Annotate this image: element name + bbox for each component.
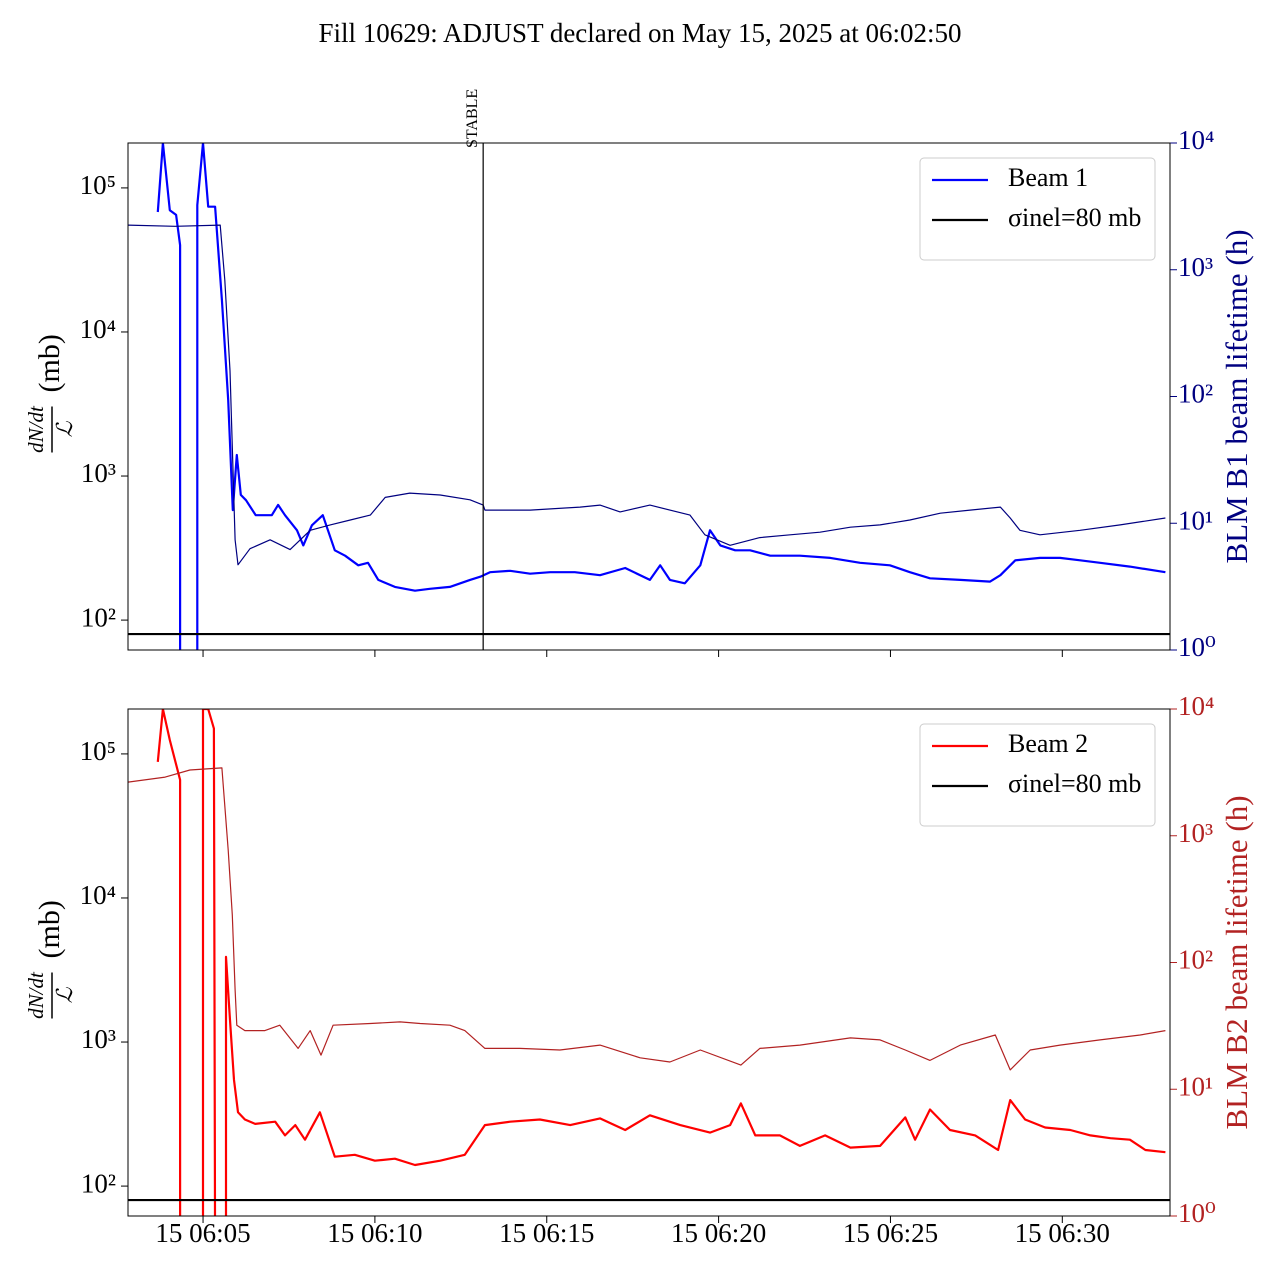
- legend-label: Beam 2: [1008, 729, 1088, 758]
- y-tick-label: 10²: [81, 602, 116, 632]
- y2-tick-label: 10³: [1178, 818, 1213, 848]
- y-tick-label: 10³: [81, 1024, 116, 1054]
- y-tick-label: 10²: [81, 1168, 116, 1198]
- legend-box: [919, 723, 1156, 827]
- y2-tick-label: 10¹: [1178, 1071, 1213, 1101]
- y2-label: BLM B2 beam lifetime (h): [1219, 795, 1254, 1129]
- figure-title: Fill 10629: ADJUST declared on May 15, 2…: [319, 18, 962, 48]
- x-tick-label: 15 06:25: [843, 1218, 938, 1248]
- y-label: dN/dt ℒ (mb): [24, 900, 77, 1019]
- axes-frame: [127, 142, 1171, 651]
- y2-tick-label: 10⁰: [1178, 1198, 1216, 1228]
- y-tick-label: 10³: [81, 458, 116, 488]
- y2-tick-label: 10²: [1178, 379, 1213, 409]
- annotation-label: STABLE: [464, 89, 481, 148]
- y2-tick-label: 10⁴: [1178, 125, 1214, 155]
- y2-tick-label: 10²: [1178, 945, 1213, 975]
- legend-label: σinel=80 mb: [1008, 769, 1141, 798]
- y2-tick-label: 10⁴: [1178, 691, 1214, 721]
- x-tick-label: 15 06:30: [1015, 1218, 1110, 1248]
- beam-line: [156, 143, 1166, 650]
- y-tick-label: 10⁴: [80, 880, 116, 910]
- y-tick-label: 10⁵: [80, 170, 116, 200]
- y2-tick-label: 10⁰: [1178, 632, 1216, 662]
- y-label-unit: (mb): [33, 900, 66, 958]
- y-label: dN/dt ℒ (mb): [24, 334, 77, 453]
- y2-label: BLM B1 beam lifetime (h): [1219, 229, 1254, 563]
- x-tick-label: 15 06:10: [327, 1218, 422, 1248]
- y-tick-label: 10⁴: [80, 314, 116, 344]
- y-label-unit: (mb): [33, 334, 66, 392]
- y-label-denominator: ℒ: [52, 986, 77, 1003]
- legend-label: Beam 1: [1008, 163, 1088, 192]
- y-label-numerator: dN/dt: [24, 971, 48, 1019]
- plot-area: [128, 143, 1170, 650]
- y2-tick-label: 10¹: [1178, 505, 1213, 535]
- y-label-denominator: ℒ: [52, 420, 77, 437]
- y-tick-label: 10⁵: [80, 736, 116, 766]
- legend-label: σinel=80 mb: [1008, 203, 1141, 232]
- y-label-numerator: dN/dt: [24, 405, 48, 453]
- y2-tick-label: 10³: [1178, 252, 1213, 282]
- x-tick-label: 15 06:05: [155, 1218, 250, 1248]
- plot-area: [128, 709, 1170, 1216]
- axes-frame: [127, 708, 1171, 1217]
- x-tick-label: 15 06:20: [671, 1218, 766, 1248]
- x-tick-label: 15 06:15: [499, 1218, 594, 1248]
- legend-box: [919, 157, 1156, 261]
- lifetime-line: [128, 767, 1166, 1071]
- beam-line: [156, 709, 1166, 1216]
- lifetime-line: [128, 224, 1166, 566]
